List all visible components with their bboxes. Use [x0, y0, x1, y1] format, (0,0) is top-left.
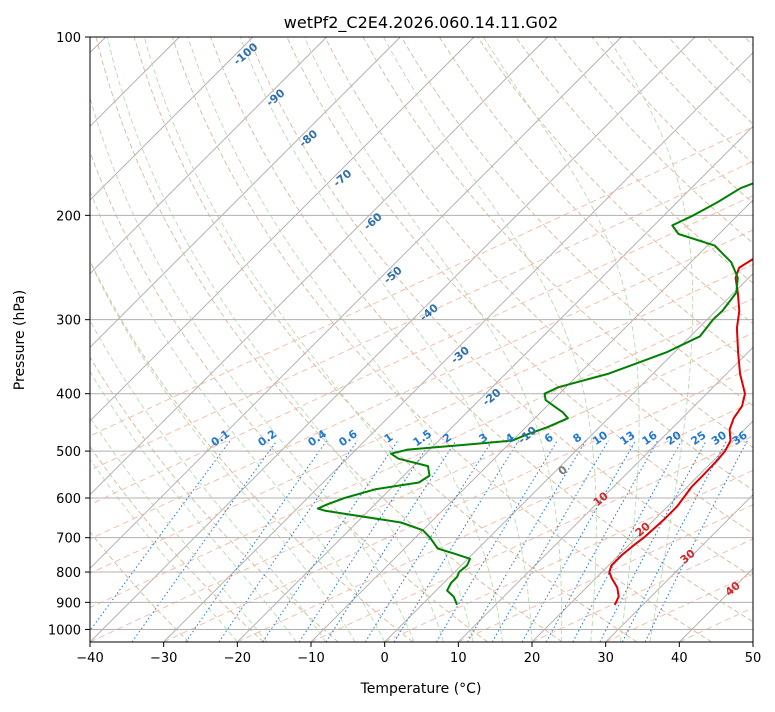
x-axis: −40 −30 −20 −10 0 10 20 30 40 50: [76, 642, 761, 666]
x-tick-label: −20: [224, 651, 251, 666]
x-tick-label: 10: [450, 651, 467, 666]
y-tick-label: 600: [56, 492, 81, 507]
x-tick-label: 0: [381, 651, 389, 666]
x-tick-label: −10: [297, 651, 324, 666]
x-tick-label: 20: [524, 651, 541, 666]
y-tick-label: 1000: [48, 623, 81, 638]
isotherm-line: [753, 37, 775, 642]
y-axis: 100 200 300 400 500 600 700 800 900 1000: [48, 31, 90, 638]
y-tick-label: 800: [56, 566, 81, 581]
chart-title: wetPf2_C2E4.2026.060.14.11.G02: [284, 13, 558, 33]
x-tick-label: 40: [671, 651, 688, 666]
y-axis-label: Pressure (hPa): [12, 290, 28, 390]
y-tick-label: 900: [56, 596, 81, 611]
x-tick-label: 50: [745, 651, 762, 666]
y-tick-label: 300: [56, 314, 81, 329]
y-tick-label: 200: [56, 209, 81, 224]
y-tick-label: 400: [56, 388, 81, 403]
thermal-dash-line: [753, 37, 775, 642]
y-tick-label: 100: [56, 31, 81, 46]
x-axis-label: Temperature (°C): [360, 681, 482, 697]
x-tick-label: −30: [150, 651, 177, 666]
y-tick-label: 500: [56, 445, 81, 460]
y-tick-label: 700: [56, 532, 81, 547]
x-tick-label: 30: [597, 651, 614, 666]
x-tick-label: −40: [76, 651, 103, 666]
